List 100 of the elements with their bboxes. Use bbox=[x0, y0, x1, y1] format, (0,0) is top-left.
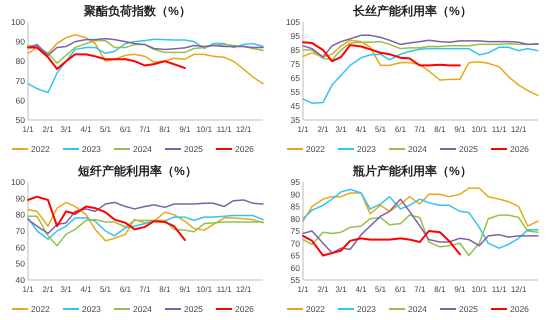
line-series bbox=[302, 188, 539, 249]
legend-label: 2026 bbox=[510, 144, 530, 154]
y-tick-label: 100 bbox=[10, 17, 26, 27]
line-series bbox=[302, 214, 539, 256]
x-tick-label: 9/1 bbox=[179, 285, 191, 294]
y-tick-label: 65 bbox=[290, 73, 300, 83]
y-tick-label: 70 bbox=[290, 238, 300, 248]
line-series bbox=[27, 196, 186, 241]
line-series bbox=[27, 214, 264, 240]
y-tick-label: 95 bbox=[290, 177, 300, 187]
x-tick-label: 8/1 bbox=[159, 125, 171, 134]
chart-title: 聚酯负荷指数（%） bbox=[83, 4, 191, 18]
chart-title: 长丝产能利用率（%） bbox=[352, 4, 472, 18]
line-series bbox=[27, 199, 264, 234]
y-tick-label: 40 bbox=[16, 275, 26, 285]
legend-label: 2026 bbox=[510, 304, 530, 314]
y-tick-label: 35 bbox=[290, 115, 300, 125]
y-tick-label: 90 bbox=[290, 189, 300, 200]
legend-label: 2022 bbox=[306, 304, 326, 314]
x-tick-label: 7/1 bbox=[414, 285, 426, 294]
y-tick-label: 55 bbox=[290, 275, 300, 285]
y-tick-label: 60 bbox=[16, 95, 26, 106]
line-series bbox=[302, 46, 539, 104]
x-tick-label: 2/1 bbox=[42, 285, 54, 294]
x-tick-label: 9/1 bbox=[454, 125, 466, 134]
x-tick-label: 9/1 bbox=[179, 125, 191, 134]
y-tick-label: 105 bbox=[286, 17, 300, 27]
legend-label: 2023 bbox=[82, 304, 102, 314]
x-tick-label: 5/1 bbox=[374, 285, 387, 294]
line-series bbox=[302, 198, 539, 254]
y-tick-label: 60 bbox=[290, 262, 300, 273]
legend-label: 2022 bbox=[306, 144, 326, 154]
chart-title: 瓶片产能利用率（%） bbox=[352, 164, 472, 178]
x-tick-label: 1/1 bbox=[22, 285, 34, 294]
x-tick-label: 5/1 bbox=[100, 125, 112, 134]
x-tick-label: 3/1 bbox=[336, 125, 348, 134]
x-tick-label: 7/1 bbox=[139, 125, 151, 134]
legend-label: 2022 bbox=[31, 144, 50, 154]
line-series bbox=[27, 34, 264, 84]
y-tick-label: 65 bbox=[290, 250, 300, 260]
x-tick-label: 10/1 bbox=[471, 125, 488, 134]
legend-label: 2024 bbox=[133, 144, 152, 154]
y-tick-label: 85 bbox=[290, 45, 300, 55]
line-series bbox=[27, 38, 264, 56]
line-series bbox=[27, 202, 264, 242]
legend-label: 2024 bbox=[133, 304, 152, 314]
y-tick-label: 80 bbox=[16, 56, 26, 66]
x-tick-label: 11/1 bbox=[492, 125, 508, 134]
legend-label: 2024 bbox=[408, 304, 428, 314]
x-tick-label: 2/1 bbox=[317, 285, 330, 294]
x-tick-label: 4/1 bbox=[356, 285, 368, 294]
line-series bbox=[302, 34, 539, 58]
legend-label: 2025 bbox=[184, 144, 204, 154]
line-series bbox=[27, 216, 264, 246]
chart-title: 短纤产能利用率（%） bbox=[77, 164, 197, 178]
y-tick-label: 85 bbox=[290, 202, 300, 212]
x-tick-label: 1/1 bbox=[22, 125, 34, 134]
x-tick-label: 8/1 bbox=[434, 125, 446, 134]
line-series bbox=[302, 39, 539, 96]
x-tick-label: 5/1 bbox=[374, 125, 387, 134]
line-series bbox=[302, 41, 461, 66]
x-tick-label: 5/1 bbox=[100, 285, 112, 294]
x-tick-label: 10/1 bbox=[196, 285, 213, 294]
legend-label: 2026 bbox=[235, 144, 254, 154]
line-series bbox=[27, 46, 186, 70]
x-tick-label: 10/1 bbox=[196, 125, 213, 134]
line-series bbox=[302, 187, 539, 227]
legend-label: 2022 bbox=[31, 304, 50, 314]
x-tick-label: 6/1 bbox=[394, 285, 407, 294]
x-tick-label: 3/1 bbox=[60, 125, 72, 134]
x-tick-label: 4/1 bbox=[80, 285, 92, 294]
line-series bbox=[27, 40, 264, 64]
y-tick-label: 95 bbox=[290, 31, 300, 41]
y-tick-label: 100 bbox=[10, 177, 26, 187]
x-tick-label: 12/1 bbox=[236, 125, 252, 134]
y-tick-label: 75 bbox=[290, 59, 300, 69]
x-tick-label: 4/1 bbox=[356, 125, 368, 134]
x-tick-label: 3/1 bbox=[60, 285, 72, 294]
x-tick-label: 11/1 bbox=[216, 125, 232, 134]
x-tick-label: 1/1 bbox=[297, 285, 310, 294]
y-tick-label: 80 bbox=[16, 210, 26, 220]
y-tick-label: 60 bbox=[16, 242, 26, 252]
legend-label: 2024 bbox=[408, 144, 428, 154]
y-tick-label: 75 bbox=[290, 226, 300, 236]
x-tick-label: 8/1 bbox=[159, 285, 171, 294]
legend-label: 2025 bbox=[184, 304, 204, 314]
y-tick-label: 50 bbox=[16, 258, 26, 269]
x-tick-label: 9/1 bbox=[454, 285, 466, 294]
x-tick-label: 11/1 bbox=[216, 285, 232, 294]
x-tick-label: 12/1 bbox=[510, 125, 527, 134]
x-tick-label: 11/1 bbox=[492, 285, 508, 294]
x-tick-label: 8/1 bbox=[434, 285, 446, 294]
legend-label: 2025 bbox=[459, 144, 478, 154]
x-tick-label: 6/1 bbox=[120, 285, 132, 294]
y-tick-label: 50 bbox=[16, 115, 26, 125]
y-tick-label: 90 bbox=[16, 193, 26, 204]
x-tick-label: 3/1 bbox=[336, 285, 348, 294]
x-tick-label: 12/1 bbox=[236, 285, 252, 294]
legend-label: 2026 bbox=[235, 304, 254, 314]
x-tick-label: 7/1 bbox=[139, 285, 151, 294]
